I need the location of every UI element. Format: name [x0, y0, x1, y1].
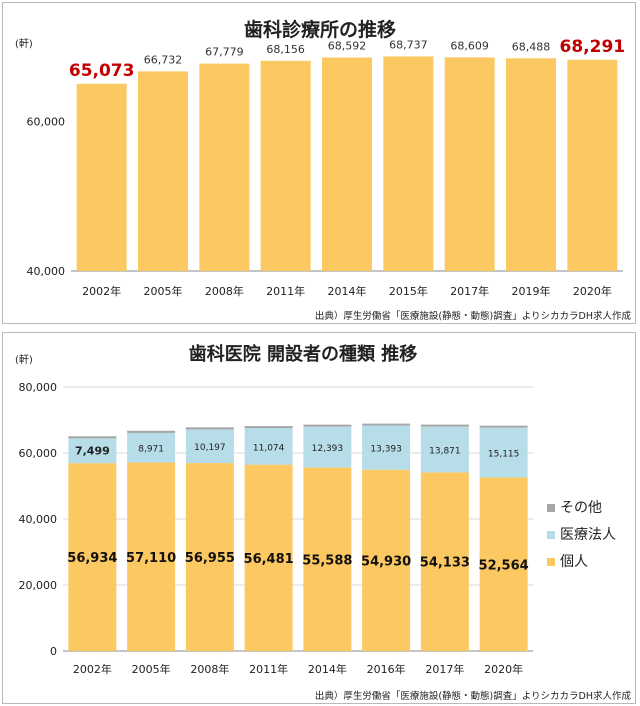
- chart2-data-label-personal: 54,930: [361, 554, 411, 569]
- chart1-y-tick-label: 60,000: [27, 116, 66, 129]
- chart2-bar-segment: [362, 423, 411, 426]
- chart2-x-tick-label: 2002年: [73, 662, 112, 676]
- chart2-data-label-medical: 10,197: [194, 443, 226, 453]
- chart1-x-tick-label: 2020年: [573, 284, 612, 298]
- chart1-data-label: 66,732: [144, 53, 183, 66]
- chart2-x-tick-label: 2017年: [425, 662, 464, 676]
- chart2-bar-segment: [244, 464, 293, 651]
- chart2-data-label-personal: 54,133: [420, 556, 470, 571]
- chart2-bar-segment: [420, 472, 469, 651]
- chart2-legend-label: 個人: [560, 554, 588, 570]
- chart2-bar-segment: [244, 426, 293, 429]
- chart2-unit: (軒): [15, 354, 33, 366]
- chart2-x-tick-label: 2005年: [132, 662, 171, 676]
- chart2-bar-segment: [362, 425, 411, 470]
- chart2-bar-segment: [303, 426, 352, 468]
- chart2-bar-segment: [479, 477, 528, 651]
- chart2-bar-segment: [420, 424, 469, 427]
- chart1-data-label: 68,156: [266, 43, 305, 56]
- chart2-x-tick-label: 2016年: [367, 662, 406, 676]
- chart2-bar-segment: [303, 467, 352, 651]
- chart1-y-tick-label: 40,000: [27, 265, 66, 278]
- chart2-bar-segment: [244, 428, 293, 465]
- chart1-title: 歯科診療所の推移: [244, 18, 396, 41]
- chart1-bar: [199, 63, 250, 271]
- chart2-y-tick-label: 60,000: [19, 447, 58, 460]
- chart1-x-tick-label: 2008年: [205, 284, 244, 298]
- chart2-data-label-personal: 56,934: [67, 551, 117, 566]
- chart2-title: 歯科医院 開設者の種類 推移: [189, 343, 418, 365]
- chart2-bar-segment: [185, 463, 234, 651]
- chart2-data-label-personal: 56,481: [244, 552, 294, 567]
- chart1-data-label: 68,609: [450, 39, 489, 52]
- chart2-bar-segment: [68, 438, 117, 464]
- chart2-x-tick-label: 2020年: [484, 662, 523, 676]
- chart2-x-tick-label: 2014年: [308, 662, 347, 676]
- chart2-bar-segment: [185, 429, 234, 464]
- chart1-data-label: 68,737: [389, 38, 428, 51]
- chart2-legend-label: 医療法人: [560, 526, 616, 543]
- chart2-bar-segment: [68, 463, 117, 651]
- chart-operator-types: 歯科医院 開設者の種類 推移 (軒) 出典）厚生労働省「医療施設(静態・動態)調…: [15, 343, 632, 702]
- chart1-x-tick-label: 2015年: [389, 284, 428, 298]
- chart2-data-label-medical: 15,115: [488, 450, 520, 460]
- chart2-bar-segment: [479, 425, 528, 428]
- chart1-data-label: 68,291: [560, 37, 626, 57]
- chart-panel-operator-types: 歯科医院 開設者の種類 推移 (軒) 出典）厚生労働省「医療施設(静態・動態)調…: [2, 332, 636, 704]
- chart2-legend-swatch: [547, 531, 555, 539]
- chart2-data-label-personal: 55,588: [302, 553, 352, 568]
- chart2-legend-swatch: [547, 504, 555, 512]
- chart2-x-tick-label: 2008年: [190, 662, 229, 676]
- chart2-bar-segment: [68, 436, 117, 439]
- chart2-legend-swatch: [547, 558, 555, 566]
- chart2-data-label-personal: 56,955: [185, 551, 235, 566]
- chart1-x-tick-label: 2005年: [144, 284, 183, 298]
- chart1-x-tick-label: 2011年: [266, 284, 305, 298]
- chart2-y-tick-label: 20,000: [19, 579, 58, 592]
- chart2-data-label-personal: 52,564: [479, 558, 529, 573]
- chart2-x-tick-label: 2011年: [249, 662, 288, 676]
- chart2-data-label-medical: 13,871: [429, 446, 461, 456]
- chart2-bar-segment: [127, 430, 176, 433]
- chart2-y-tick-label: 0: [50, 645, 57, 658]
- chart2-data-label-medical: 7,499: [75, 445, 110, 458]
- chart1-x-tick-label: 2002年: [82, 284, 121, 298]
- chart2-y-tick-label: 40,000: [19, 513, 58, 526]
- chart2-legend-label: その他: [560, 500, 602, 516]
- chart2-data-label-medical: 11,074: [253, 443, 285, 453]
- chart1-x-tick-label: 2019年: [512, 284, 551, 298]
- chart1-bar: [76, 83, 127, 271]
- chart2-data-label-medical: 12,393: [312, 444, 344, 454]
- chart1-data-label: 65,073: [69, 61, 135, 81]
- chart2-bar-segment: [303, 424, 352, 427]
- chart2-bar-segment: [127, 432, 176, 463]
- chart1-data-label: 68,488: [512, 40, 551, 53]
- chart-dental-clinics: 歯科診療所の推移 (軒) 出典）厚生労働省「医療施設(静態・動態)調査」よりシカ…: [15, 18, 632, 322]
- chart2-bar-segment: [479, 427, 528, 478]
- chart1-unit: (軒): [15, 38, 33, 50]
- chart1-bar: [322, 57, 372, 272]
- chart1-data-label: 68,592: [328, 40, 367, 53]
- chart2-bar-segment: [362, 469, 411, 651]
- chart1-bar: [383, 56, 434, 271]
- chart1-x-tick-label: 2014年: [328, 284, 367, 298]
- chart-panel-dental-clinics: 歯科診療所の推移 (軒) 出典）厚生労働省「医療施設(静態・動態)調査」よりシカ…: [2, 2, 636, 324]
- chart1-x-tick-label: 2017年: [450, 284, 489, 298]
- chart2-source: 出典）厚生労働省「医療施設(静態・動態)調査」よりシカカラDH求人作成: [315, 690, 632, 702]
- chart1-data-label: 67,779: [205, 46, 244, 59]
- chart2-data-label-medical: 8,971: [138, 445, 164, 455]
- chart2-bar-segment: [185, 427, 234, 430]
- chart1-bar: [444, 57, 495, 271]
- chart1-bar: [138, 71, 188, 272]
- chart2-bar-segment: [420, 426, 469, 473]
- chart1-bar: [567, 59, 618, 272]
- chart2-y-tick-label: 80,000: [19, 381, 58, 394]
- chart1-source: 出典）厚生労働省「医療施設(静態・動態)調査」よりシカカラDH求人作成: [315, 310, 632, 322]
- chart2-data-label-medical: 13,393: [370, 445, 402, 455]
- chart2-bar-segment: [127, 462, 176, 651]
- chart1-bar: [260, 60, 311, 272]
- chart2-data-label-personal: 57,110: [126, 551, 176, 566]
- chart1-bar: [506, 58, 556, 272]
